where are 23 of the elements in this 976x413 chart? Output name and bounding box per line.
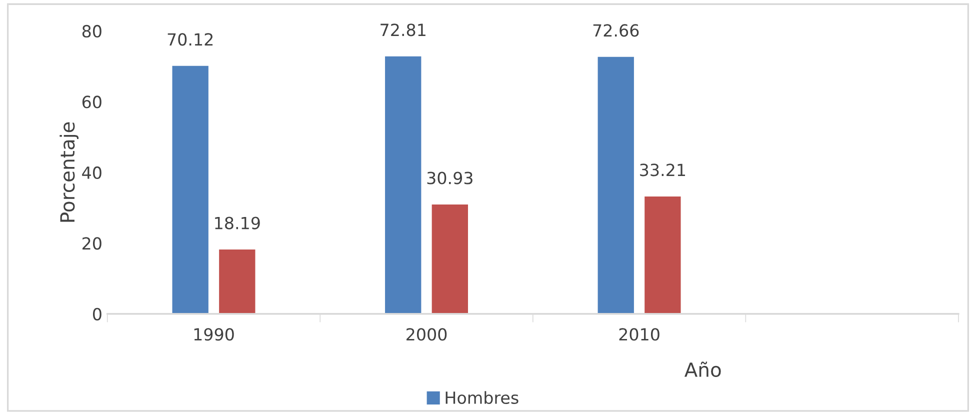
data-label: 30.93 [427, 172, 472, 184]
x-axis-title: Año [684, 362, 721, 378]
bar [644, 196, 681, 314]
x-tick-label: 1990 [194, 328, 234, 341]
y-tick-label: 80 [82, 24, 102, 38]
y-axis-title: Porcentaje [60, 122, 79, 222]
legend-label: Hombres [446, 391, 518, 404]
data-label: 33.21 [640, 164, 685, 176]
y-tick-label: 40 [82, 166, 102, 179]
x-tick-label: 2010 [619, 328, 660, 341]
y-tick-label: 20 [82, 237, 102, 250]
bar [432, 204, 468, 314]
bar [172, 66, 208, 314]
bar [598, 56, 634, 314]
x-tick-label: 2000 [406, 328, 447, 341]
y-tick-label: 0 [92, 308, 102, 320]
data-label: 18.19 [215, 216, 260, 230]
data-label: 70.12 [168, 33, 213, 46]
data-label: 72.66 [593, 24, 639, 37]
y-tick-label: 60 [82, 96, 102, 108]
bar [385, 56, 422, 314]
data-label: 72.81 [380, 24, 426, 36]
bar [219, 250, 256, 314]
